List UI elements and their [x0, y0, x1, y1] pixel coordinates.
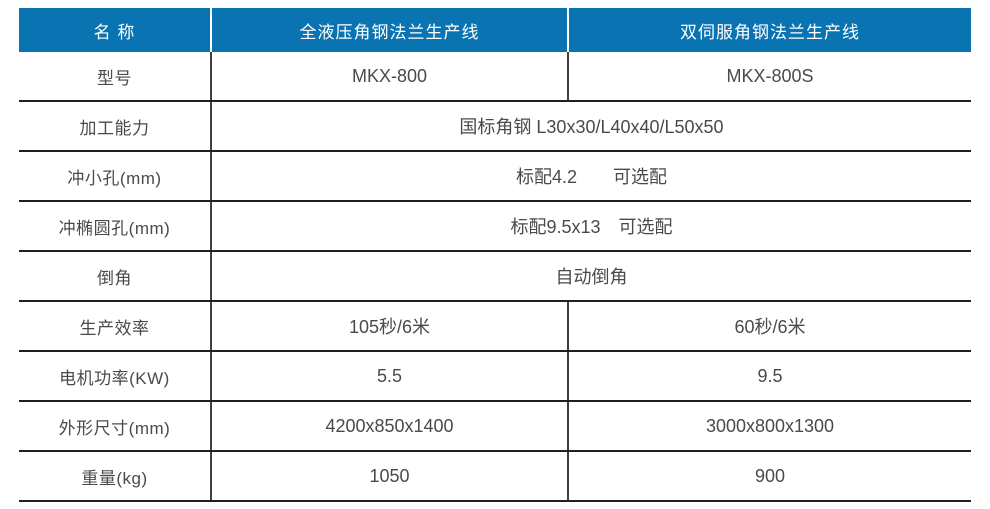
merged-value-cell: 标配9.5x13 可选配: [211, 201, 971, 252]
value-cell: MKX-800: [211, 52, 569, 102]
row-label-cell: 外形尺寸(mm): [19, 401, 212, 452]
value-cell: 1050: [211, 451, 569, 502]
table-row: 型号 MKX-800 MKX-800S: [19, 52, 971, 102]
header-cell-hydraulic-line: 全液压角钢法兰生产线: [210, 8, 568, 52]
row-label-cell: 生产效率: [19, 301, 212, 352]
table-row: 外形尺寸(mm) 4200x850x1400 3000x800x1300: [19, 401, 971, 452]
header-cell-name: 名 称: [19, 8, 211, 52]
spec-table: 名 称 全液压角钢法兰生产线 双伺服角钢法兰生产线 型号 MKX-800 MKX-8…: [19, 8, 971, 502]
value-cell: MKX-800S: [568, 52, 971, 102]
header-cell-servo-line: 双伺服角钢法兰生产线: [567, 8, 971, 52]
table-row: 重量(kg) 1050 900: [19, 451, 971, 502]
merged-value-cell: 国标角钢 L30x30/L40x40/L50x50: [211, 101, 971, 152]
row-label-cell: 倒角: [19, 251, 212, 302]
value-cell: 60秒/6米: [568, 301, 971, 352]
value-cell: 900: [568, 451, 971, 502]
row-label-cell: 重量(kg): [19, 451, 212, 502]
value-cell: 9.5: [568, 351, 971, 402]
table-row: 冲小孔(mm) 标配4.2 可选配: [19, 151, 971, 202]
table-row: 倒角 自动倒角: [19, 251, 971, 302]
table-row: 生产效率 105秒/6米 60秒/6米: [19, 301, 971, 352]
row-label-cell: 加工能力: [19, 101, 212, 152]
spec-table-body: 型号 MKX-800 MKX-800S 加工能力 国标角钢 L30x30/L40x40/…: [19, 52, 971, 502]
merged-value-cell: 标配4.2 可选配: [211, 151, 971, 202]
value-cell: 5.5: [211, 351, 569, 402]
value-cell: 4200x850x1400: [211, 401, 569, 452]
value-cell: 3000x800x1300: [568, 401, 971, 452]
table-row: 加工能力 国标角钢 L30x30/L40x40/L50x50: [19, 101, 971, 152]
row-label-cell: 冲椭圆孔(mm): [19, 201, 212, 252]
header-row: 名 称 全液压角钢法兰生产线 双伺服角钢法兰生产线: [19, 8, 971, 52]
row-label-cell: 冲小孔(mm): [19, 151, 212, 202]
row-label-cell: 型号: [19, 52, 212, 102]
row-label-cell: 电机功率(KW): [19, 351, 212, 402]
merged-value-cell: 自动倒角: [211, 251, 971, 302]
table-row: 电机功率(KW) 5.5 9.5: [19, 351, 971, 402]
table-row: 冲椭圆孔(mm) 标配9.5x13 可选配: [19, 201, 971, 252]
value-cell: 105秒/6米: [211, 301, 569, 352]
